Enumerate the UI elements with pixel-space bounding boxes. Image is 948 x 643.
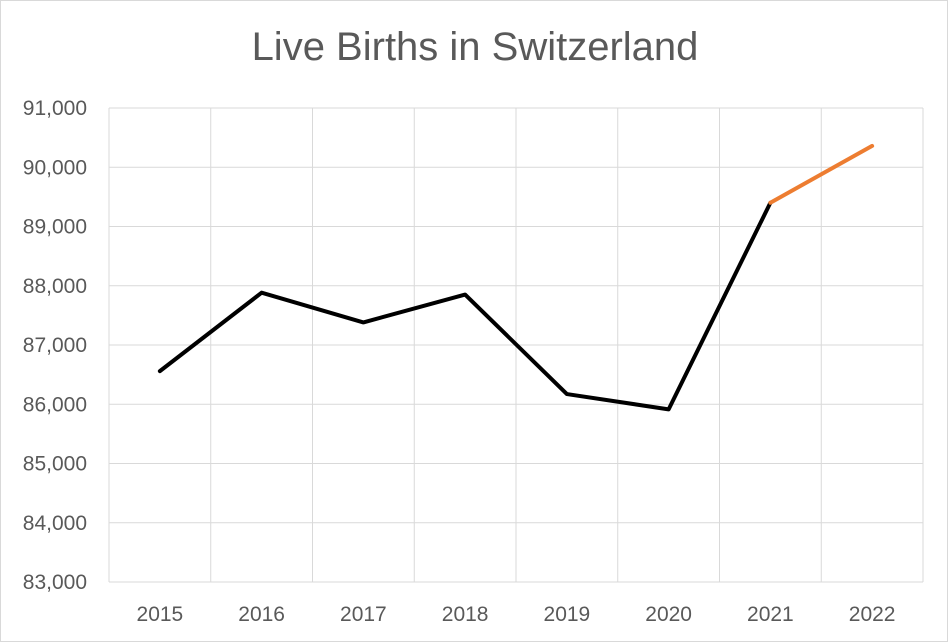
x-tick-label: 2017 [340,603,387,626]
chart-title: Live Births in Switzerland [251,25,699,69]
x-tick-label: 2015 [137,603,184,626]
x-tick-label: 2016 [238,603,285,626]
series-line-1 [157,200,773,412]
y-axis-tick-labels: 83,000 84,000 85,000 86,000 87,000 88,000 89,0… [23,97,87,594]
y-tick-label: 89,000 [23,216,87,239]
x-tick-label: 2021 [747,603,794,626]
y-tick-label: 85,000 [23,453,87,476]
y-tick-label: 88,000 [23,275,87,298]
x-tick-label: 2019 [544,603,591,626]
y-tick-label: 83,000 [23,571,87,594]
x-tick-label: 2022 [849,603,896,626]
y-tick-label: 91,000 [23,97,87,120]
x-tick-label: 2018 [442,603,489,626]
y-tick-label: 87,000 [23,334,87,357]
y-tick-label: 86,000 [23,393,87,416]
grid-lines [108,107,924,583]
y-tick-label: 84,000 [23,512,87,535]
series-lines [157,143,875,412]
x-axis-tick-labels: 2015 2016 2017 2018 2019 2020 2021 2022 [137,603,896,626]
x-tick-label: 2020 [645,603,692,626]
series-line-2 [768,143,875,205]
y-tick-label: 90,000 [23,156,87,179]
